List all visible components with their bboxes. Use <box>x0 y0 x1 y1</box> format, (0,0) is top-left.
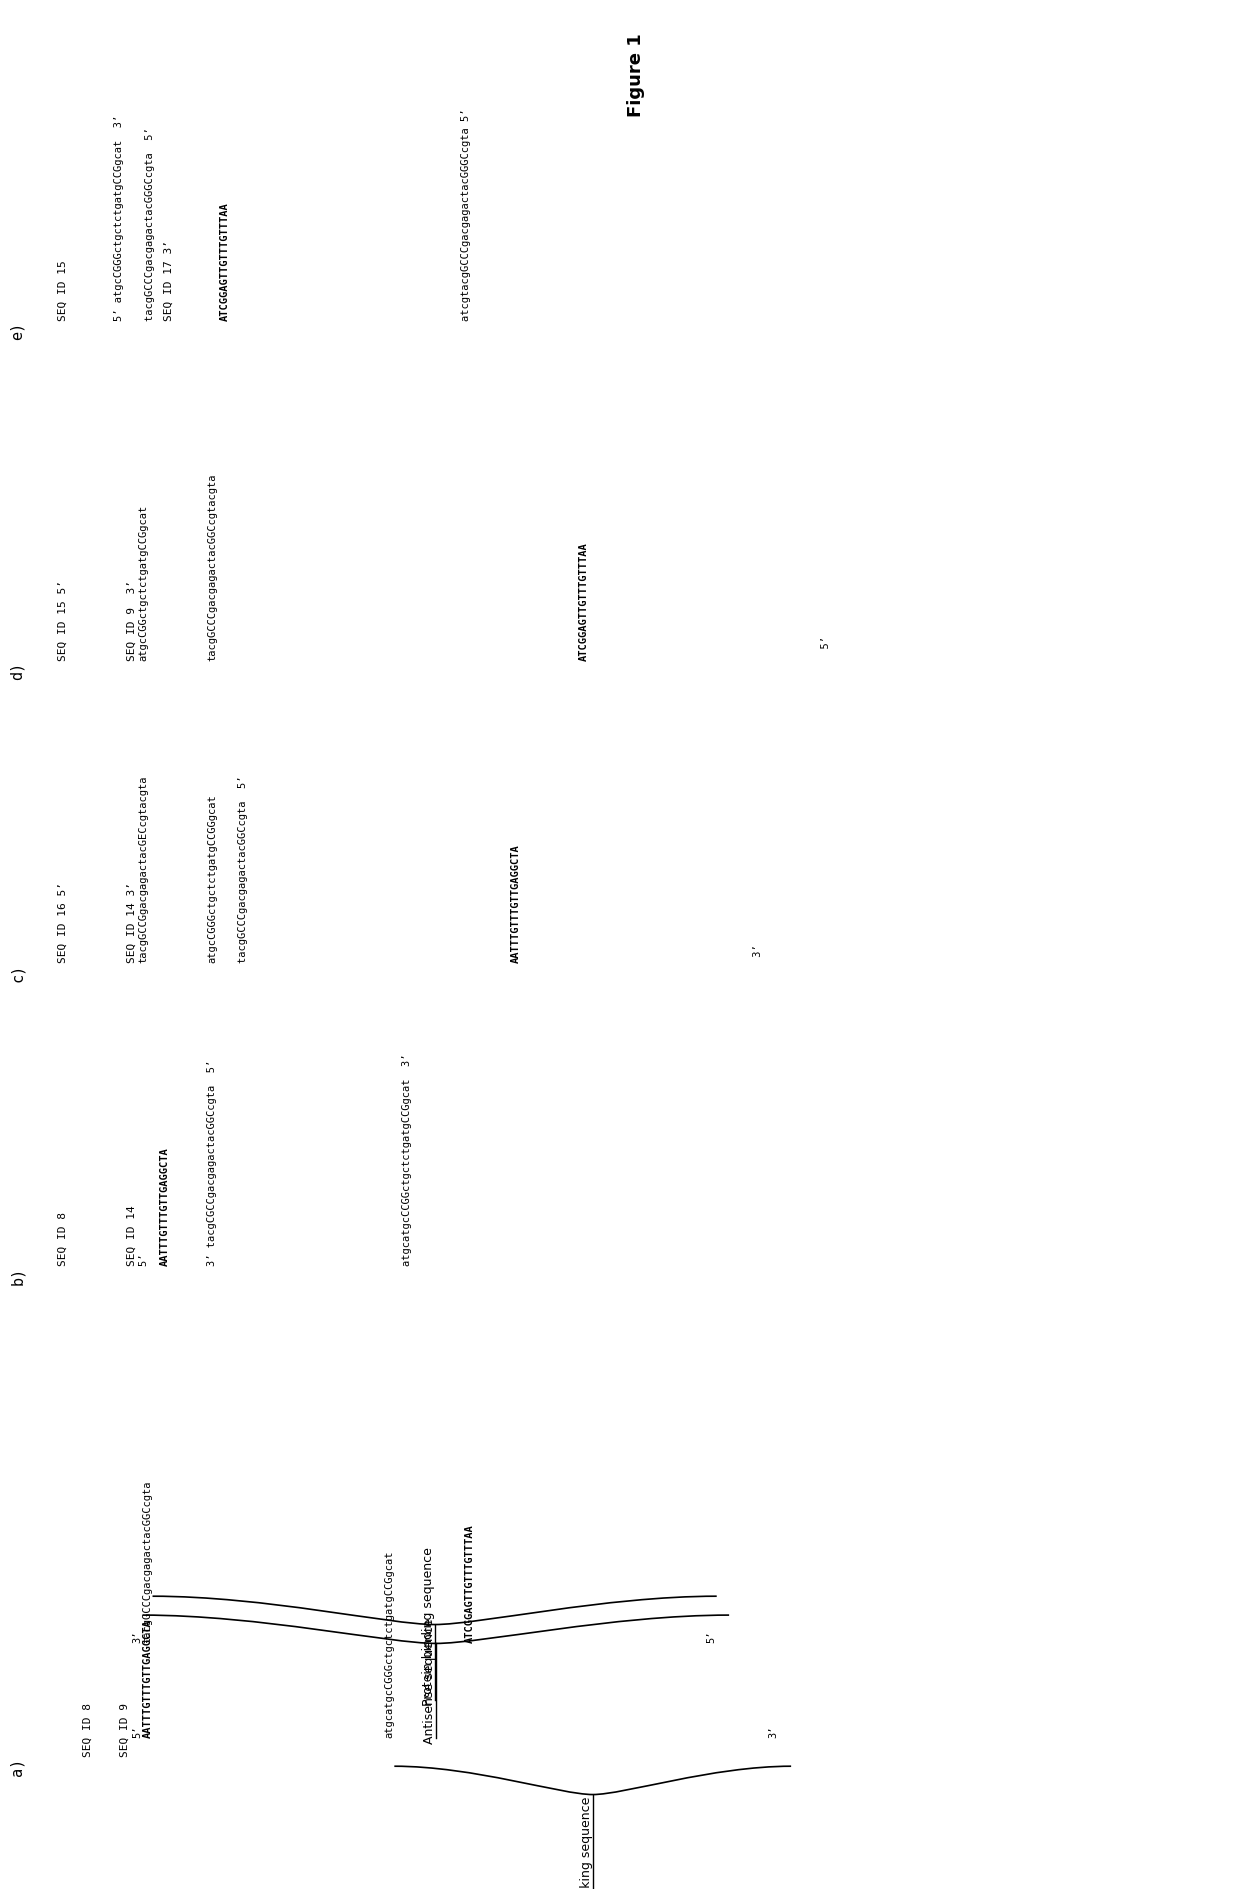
Text: b): b) <box>10 1266 25 1285</box>
Text: Flanking sequence: Flanking sequence <box>580 1796 593 1889</box>
Text: Antisense sequence: Antisense sequence <box>423 1617 436 1744</box>
Text: 3’: 3’ <box>133 1630 143 1643</box>
Text: 5’: 5’ <box>821 637 831 661</box>
Text: tacgGCCCgacgagactacGGGCcgta  5’: tacgGCCCgacgagactacGGGCcgta 5’ <box>145 127 155 321</box>
Text: Protein binding sequence: Protein binding sequence <box>422 1547 435 1706</box>
Text: e): e) <box>10 321 25 340</box>
Text: 3’: 3’ <box>753 944 763 963</box>
Text: tacgGCCGgacgagactacGECcgtacgta: tacgGCCGgacgagactacGECcgtacgta <box>139 776 149 963</box>
Text: SEQ ID 16 5’: SEQ ID 16 5’ <box>58 882 68 963</box>
Text: atgcatgcCGGGctgctctgatgCCGgcat: atgcatgcCGGGctgctctgatgCCGgcat <box>384 1551 394 1738</box>
Text: SEQ ID 15: SEQ ID 15 <box>58 261 68 321</box>
Text: 5’ atgcCGGGctgctctgatgCCGgcat  3’: 5’ atgcCGGGctgctctgatgCCGgcat 3’ <box>114 115 124 321</box>
Text: atgcCGGGctgctctgatgCCGGgcat: atgcCGGGctgctctgatgCCGGgcat <box>207 795 217 963</box>
Text: SEQ ID 9: SEQ ID 9 <box>120 1702 130 1757</box>
Text: 5’: 5’ <box>133 1725 143 1738</box>
Text: tacgGCCCgacgagactacGGCcgta  5’: tacgGCCCgacgagactacGGCcgta 5’ <box>238 776 248 963</box>
Text: SEQ ID 8: SEQ ID 8 <box>83 1702 93 1757</box>
Text: SEQ ID 14: SEQ ID 14 <box>126 1205 136 1266</box>
Text: tacgGCCCgacgagactacGGCcgtacgta: tacgGCCCgacgagactacGGCcgtacgta <box>207 474 217 661</box>
Text: a): a) <box>10 1757 25 1776</box>
Text: SEQ ID 9  3’: SEQ ID 9 3’ <box>126 580 136 661</box>
Text: SEQ ID 15 5’: SEQ ID 15 5’ <box>58 580 68 661</box>
Text: Figure 1: Figure 1 <box>626 34 645 117</box>
Text: 3’: 3’ <box>769 1725 779 1738</box>
Text: ATCGGAGTTGTTTGTTTAA: ATCGGAGTTGTTTGTTTAA <box>579 542 589 661</box>
Text: c): c) <box>10 963 25 982</box>
Text: atgcatgcCCGGctgctctgatgCCGgcat  3’: atgcatgcCCGGctgctctgatgCCGgcat 3’ <box>402 1054 412 1266</box>
Text: 5’: 5’ <box>707 1630 717 1643</box>
Text: ATCGGAGTTGTTTGTTTAA: ATCGGAGTTGTTTGTTTAA <box>465 1524 475 1643</box>
Text: AATTTGTTTGTTGAGGCTA: AATTTGTTTGTTGAGGCTA <box>160 1147 170 1266</box>
Text: SEQ ID 17 3’: SEQ ID 17 3’ <box>164 240 174 321</box>
Text: AATTTGTTTGTTGAGGCTA: AATTTGTTTGTTGAGGCTA <box>143 1619 153 1738</box>
Text: SEQ ID 14 3’: SEQ ID 14 3’ <box>126 882 136 963</box>
Text: 3’ tacgCGCCgacgagactacGGCcgta  5’: 3’ tacgCGCCgacgagactacGGCcgta 5’ <box>207 1060 217 1266</box>
Text: d): d) <box>10 661 25 680</box>
Text: AATTTGTTTGTTGAGGCTA: AATTTGTTTGTTGAGGCTA <box>511 844 521 963</box>
Text: SEQ ID 8: SEQ ID 8 <box>58 1211 68 1266</box>
Text: atgcCGGctgctctgatgCCGgcat: atgcCGGctgctctgatgCCGgcat <box>139 504 149 661</box>
Text: 5’: 5’ <box>139 1247 149 1266</box>
Text: tacgGCCCgacgagactacGGCcgta: tacgGCCCgacgagactacGGCcgta <box>143 1481 153 1643</box>
Text: ATCGGAGTTGTTTGTTTAA: ATCGGAGTTGTTTGTTTAA <box>219 202 229 321</box>
Text: atcgtacgGCCCgacgagactacGGGCcgta 5’: atcgtacgGCCCgacgagactacGGGCcgta 5’ <box>461 110 471 321</box>
